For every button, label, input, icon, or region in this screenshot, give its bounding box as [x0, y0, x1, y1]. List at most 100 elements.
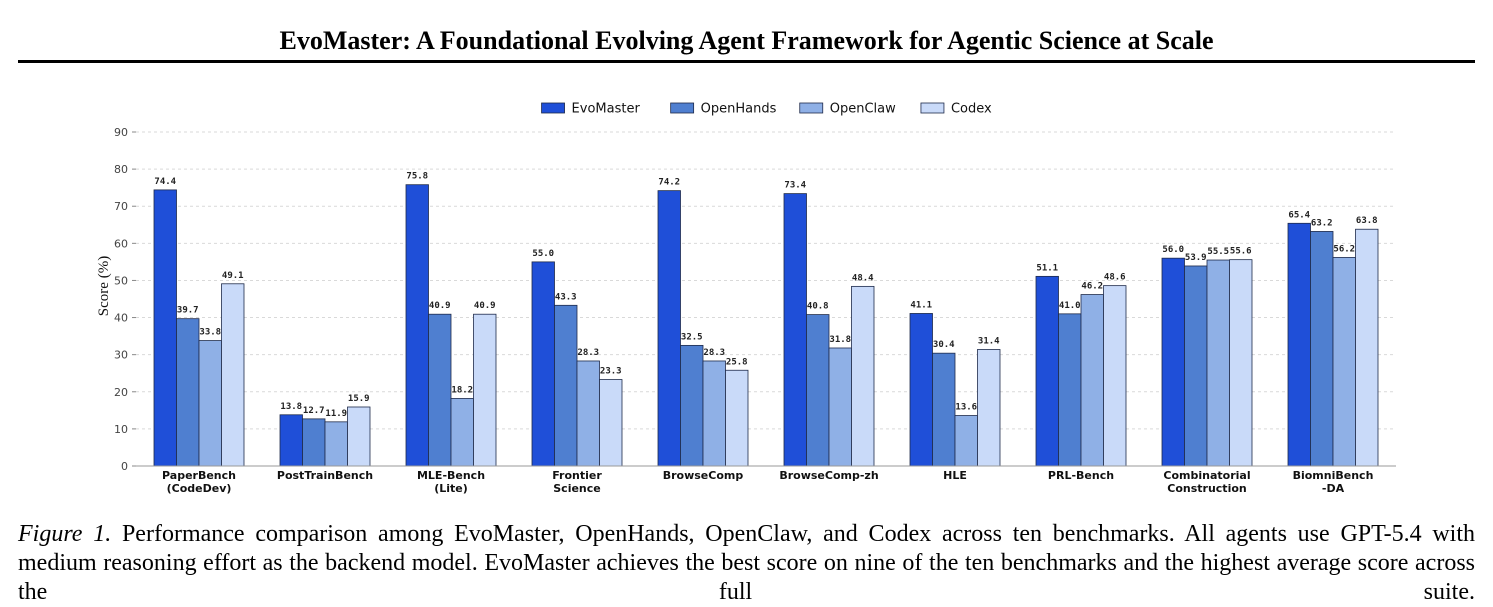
- bar-codex: [1103, 285, 1127, 467]
- bar-openclaw: [198, 340, 222, 467]
- legend-label: EvoMaster: [572, 102, 641, 117]
- bar-value-label: 46.2: [1081, 282, 1103, 292]
- legend-swatch-openclaw: [799, 102, 824, 114]
- bar-value-label: 23.3: [600, 367, 622, 377]
- bar-value-label: 13.6: [955, 403, 977, 413]
- bar-codex: [347, 406, 371, 467]
- bar-value-label: 73.4: [784, 181, 806, 191]
- bar-value-label: 48.4: [852, 273, 874, 283]
- bar-value-label: 28.3: [703, 348, 725, 358]
- y-tick-label: 50: [114, 274, 128, 287]
- x-tick-label: MLE-Bench (Lite): [417, 469, 485, 495]
- bar-value-label: 63.2: [1311, 218, 1333, 228]
- y-tick-label: 70: [114, 200, 128, 213]
- bar-openclaw: [1080, 294, 1104, 467]
- bar-evomaster: [783, 193, 807, 467]
- x-tick-label: PRL-Bench: [1048, 469, 1114, 482]
- legend-label: Codex: [951, 102, 992, 117]
- bar-value-label: 74.2: [658, 178, 680, 188]
- legend-swatch-openhands: [670, 102, 695, 114]
- x-tick-label: BrowseComp-zh: [779, 469, 878, 482]
- bar-value-label: 15.9: [348, 394, 370, 404]
- bar-evomaster: [405, 184, 429, 467]
- chart-grid: [136, 131, 1396, 430]
- bar-value-label: 53.9: [1185, 253, 1207, 263]
- bar-value-label: 25.8: [726, 357, 748, 367]
- y-axis-title: Score (%): [96, 256, 112, 316]
- bar-openhands: [1058, 313, 1082, 467]
- bar-openclaw: [828, 347, 852, 467]
- bar-value-label: 56.2: [1333, 244, 1355, 254]
- chart-bars: 74.4 39.7 33.8 49.1 13.8 12.7 11.915.9 75.8 40.9…: [153, 172, 1379, 467]
- bar-value-label: 49.1: [222, 271, 244, 281]
- bar-value-label: 41.0: [1059, 301, 1081, 311]
- bar-openclaw: [1332, 257, 1356, 467]
- bar-value-label: 28.3: [577, 348, 599, 358]
- x-tick-label: BrowseComp: [663, 469, 744, 482]
- bar-openclaw: [576, 360, 600, 467]
- y-tick-label: 40: [114, 312, 128, 325]
- bar-value-label: 51.1: [1036, 263, 1058, 273]
- bar-value-label: 75.8: [406, 172, 428, 182]
- bar-value-label: 12.7: [303, 406, 325, 416]
- bar-value-label: 30.4: [933, 340, 955, 350]
- bar-value-label: 41.1: [910, 300, 932, 310]
- bar-value-label: 18.2: [451, 385, 473, 395]
- bar-openhands: [1184, 265, 1208, 467]
- bar-openhands: [932, 352, 956, 467]
- bar-value-label: 43.3: [555, 292, 577, 302]
- bar-openclaw: [702, 360, 726, 467]
- bar-evomaster: [531, 261, 555, 467]
- bar-codex: [725, 369, 749, 467]
- bar-value-label: 55.6: [1230, 247, 1252, 257]
- x-axis: PaperBench (CodeDev) PostTrainBench MLE-Ben…: [136, 465, 1396, 495]
- paper-title: EvoMaster: A Foundational Evolving Agent…: [279, 26, 1214, 55]
- bar-codex: [1229, 259, 1253, 467]
- bar-value-label: 31.8: [829, 335, 851, 345]
- x-tick-label: Frontier Science: [552, 469, 602, 495]
- bar-codex: [851, 285, 875, 467]
- bar-value-label: 74.4: [154, 177, 176, 187]
- y-tick-label: 60: [114, 237, 128, 250]
- title-rule: [18, 60, 1475, 63]
- bar-value-label: 56.0: [1162, 245, 1184, 255]
- bar-openhands: [554, 304, 578, 467]
- bar-value-label: 13.8: [280, 402, 302, 412]
- y-tick-label: 90: [114, 126, 128, 139]
- legend-swatch-evomaster: [541, 102, 565, 114]
- x-tick-label: PaperBench (CodeDev): [162, 469, 236, 495]
- bar-openclaw: [954, 415, 978, 467]
- bar-evomaster: [657, 190, 681, 467]
- bar-chart: EvoMaster OpenHands OpenClaw Codex 0 10 20 30 4…: [96, 102, 1396, 495]
- caption-label: Figure 1.: [18, 521, 112, 547]
- bar-value-label: 31.4: [978, 336, 1000, 346]
- figure-caption: Figure 1. Performance comparison among E…: [18, 520, 1475, 607]
- bar-codex: [1355, 228, 1379, 467]
- bar-openhands: [302, 418, 326, 467]
- bar-evomaster: [1035, 275, 1059, 467]
- y-tick-label: 10: [114, 423, 128, 436]
- bar-value-label: 11.9: [325, 409, 347, 419]
- bar-openclaw: [324, 421, 348, 467]
- y-axis: 0 10 20 30 40 50 60 70 80 90: [114, 126, 136, 473]
- bar-evomaster: [153, 189, 177, 467]
- bar-value-label: 40.8: [807, 302, 829, 312]
- x-tick-label: Combinatorial Construction: [1163, 469, 1250, 495]
- x-tick-label: HLE: [943, 469, 967, 482]
- bar-value-label: 55.5: [1207, 247, 1229, 257]
- caption-text: Performance comparison among EvoMaster, …: [18, 521, 1475, 605]
- bar-openhands: [1310, 231, 1334, 467]
- bar-value-label: 40.9: [429, 301, 451, 311]
- chart-legend: EvoMaster OpenHands OpenClaw Codex: [541, 102, 992, 117]
- legend-label: OpenHands: [701, 102, 777, 117]
- legend-swatch-codex: [920, 102, 945, 114]
- y-tick-label: 30: [114, 349, 128, 362]
- bar-codex: [599, 379, 623, 467]
- bar-value-label: 48.6: [1104, 273, 1126, 283]
- bar-value-label: 55.0: [532, 249, 554, 259]
- bar-value-label: 65.4: [1288, 210, 1310, 220]
- y-tick-label: 0: [121, 460, 128, 473]
- bar-evomaster: [909, 313, 933, 467]
- bar-codex: [473, 313, 497, 467]
- bar-openhands: [680, 344, 704, 467]
